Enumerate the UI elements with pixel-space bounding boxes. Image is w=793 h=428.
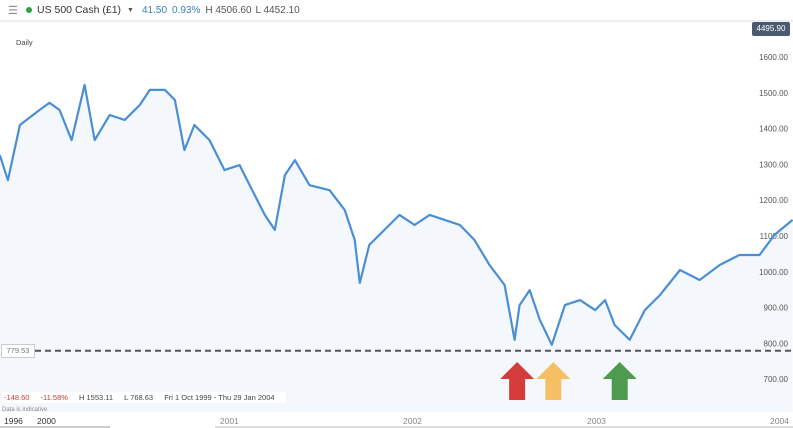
hamburger-icon[interactable]: ☰ [8,4,18,17]
x-label[interactable]: 2000 [37,416,56,426]
current-price-label: 4495.90 [752,22,790,36]
range-change: -148.60 [4,393,30,402]
instrument-header: ☰ US 500 Cash (£1) ▼ 41.50 0.93% H 4506.… [0,0,793,22]
x-label: 2002 [403,416,422,426]
price-change: 41.50 [141,4,168,16]
y-tick-label: 900.00 [764,304,789,313]
day-low: L 4452.10 [255,4,300,16]
range-high: H 1553.11 [79,393,114,402]
day-high: H 4506.60 [205,4,252,16]
horizontal-line-label[interactable]: 779.53 [1,344,35,358]
y-tick-label: 1500.00 [759,89,788,98]
date-range: Fri 1 Oct 1999 - Thu 29 Jan 2004 [164,393,275,402]
chart-period[interactable]: Daily [16,38,33,47]
y-tick-label: 700.00 [764,375,789,384]
x-label[interactable]: 1996 [4,416,23,426]
price-change-percent: 0.93% [172,4,201,16]
data-disclaimer: Data is indicative [2,407,48,413]
y-tick-label: 1000.00 [759,268,788,277]
x-label: 2001 [220,416,239,426]
price-line [0,83,793,346]
y-tick-label: 1600.00 [759,53,788,62]
up-arrow-icon [536,362,571,400]
y-tick-label: 1200.00 [759,196,788,205]
x-label: 2004 [770,416,789,426]
instrument-name[interactable]: US 500 Cash (£1) [37,4,122,16]
y-tick-label: 1400.00 [759,125,788,134]
x-label: 2003 [587,416,606,426]
up-arrow-icon [500,362,535,400]
area-fill [0,84,793,412]
y-tick-label: 1300.00 [759,160,788,169]
up-arrow-icon [602,362,637,400]
range-stats: -148.60 -11.58% H 1553.11 L 768.63 Fri 1… [2,392,286,403]
market-open-status-icon [26,7,32,13]
range-change-percent: -11.58% [40,393,68,402]
y-tick-label: 800.00 [764,339,789,348]
chevron-down-icon[interactable]: ▼ [127,6,134,14]
range-low: L 768.63 [124,393,154,402]
